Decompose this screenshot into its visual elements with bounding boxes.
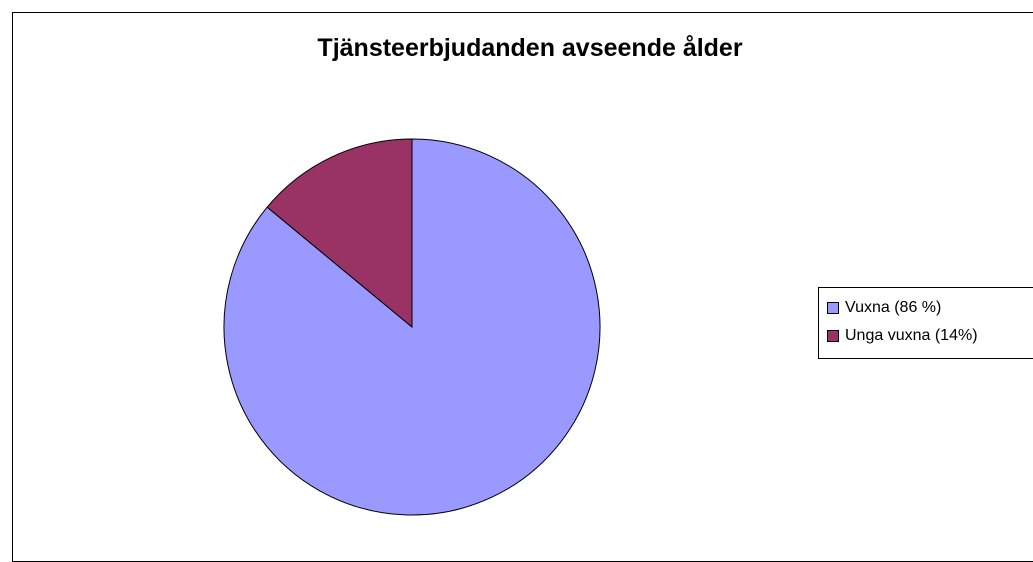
legend: Vuxna (86 %) Unga vuxna (14%): [818, 287, 1033, 359]
legend-label-unga-vuxna: Unga vuxna (14%): [845, 327, 978, 344]
legend-swatch-vuxna: [827, 302, 839, 314]
chart-title: Tjänsteerbjudanden avseende ålder: [317, 34, 743, 62]
legend-entry-vuxna: Vuxna (86 %): [827, 297, 941, 319]
legend-label-vuxna: Vuxna (86 %): [845, 299, 942, 316]
pie-slices: [223, 138, 601, 516]
legend-swatch-unga-vuxna: [827, 330, 839, 342]
legend-entry-unga-vuxna: Unga vuxna (14%): [827, 325, 978, 347]
pie-slice-unga-vuxna-14: [266, 138, 413, 329]
